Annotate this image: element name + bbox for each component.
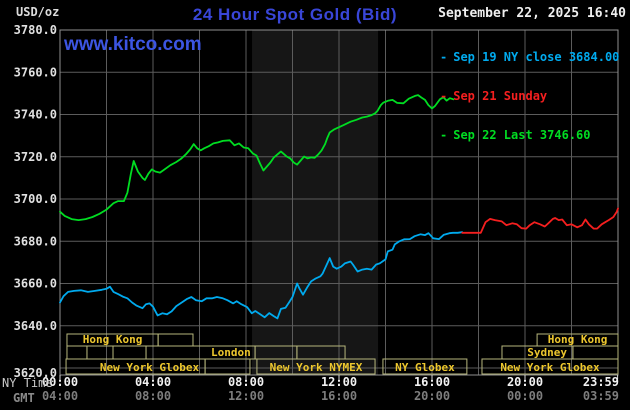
x-axis-label-gmt: 00:00 — [507, 389, 543, 403]
y-axis-label: 3640.0 — [14, 319, 57, 333]
x-axis-label-ny: 23:59 — [583, 375, 619, 389]
session-label: Sydney — [527, 346, 567, 359]
session-box — [86, 345, 114, 360]
y-axis-label: 3660.0 — [14, 277, 57, 291]
session-box — [481, 358, 619, 375]
x-axis-gmt-label: GMT — [13, 391, 35, 405]
legend: - Sep 19 NY close 3684.00 - Sep 21 Sunday … — [440, 25, 619, 168]
legend-label: Sep 22 Last 3746.60 — [453, 128, 591, 142]
series-line-sep-22-last — [59, 94, 455, 222]
session-box — [66, 345, 88, 360]
y-axis-label: 3720.0 — [14, 150, 57, 164]
legend-label: Sep 21 Sunday — [453, 89, 548, 103]
session-label: NY Globex — [395, 361, 455, 374]
datetime-label: September 22, 2025 16:40 — [438, 6, 626, 21]
x-axis-label-gmt: 12:00 — [228, 389, 264, 403]
nymex-session-band — [252, 30, 379, 375]
y-axis-label: 3760.0 — [14, 65, 57, 79]
x-axis-label-ny: 20:00 — [507, 375, 543, 389]
x-axis-label-ny: 12:00 — [321, 375, 357, 389]
session-label: London — [211, 346, 251, 359]
x-axis-label-ny: 00:00 — [42, 375, 78, 389]
y-axis-label: 3780.0 — [14, 23, 57, 37]
x-axis-label-gmt: 08:00 — [135, 389, 171, 403]
series-line-sep-19-ny-close — [59, 231, 464, 320]
y-axis-label: 3740.0 — [14, 108, 57, 122]
y-axis-label: 3680.0 — [14, 234, 57, 248]
legend-dash-icon: - — [440, 128, 448, 142]
series-line-sep-21-sunday — [461, 207, 619, 234]
x-axis-label-gmt: 20:00 — [414, 389, 450, 403]
x-axis-label-ny: 08:00 — [228, 375, 264, 389]
session-box — [112, 345, 147, 360]
session-box — [157, 333, 194, 347]
session-box — [204, 358, 251, 375]
session-box — [572, 345, 619, 360]
legend-label: Sep 19 NY close 3684.00 — [453, 50, 620, 64]
legend-item-sep21: - Sep 21 Sunday — [440, 90, 619, 103]
x-axis-label-ny: 04:00 — [135, 375, 171, 389]
session-label: New York Globex — [100, 361, 200, 374]
session-label: Hong Kong — [548, 333, 608, 346]
legend-dash-icon: - — [440, 50, 448, 64]
session-box — [256, 358, 376, 375]
y-axis-label: 3620.0 — [14, 366, 57, 380]
session-label: New York Globex — [500, 361, 600, 374]
x-axis-label-ny: 16:00 — [414, 375, 450, 389]
session-label: Hong Kong — [83, 333, 143, 346]
page-title: 24 Hour Spot Gold (Bid) — [192, 5, 398, 24]
kitco-watermark: www.kitco.com — [64, 34, 202, 55]
x-axis-ny-time-label: NY Time — [2, 376, 53, 390]
unit-label: USD/oz — [16, 5, 60, 19]
session-box — [382, 358, 468, 375]
x-axis-label-gmt: 03:59 — [583, 389, 619, 403]
session-label: New York NYMEX — [270, 361, 363, 374]
x-axis-label-gmt: 16:00 — [321, 389, 357, 403]
legend-item-sep19: - Sep 19 NY close 3684.00 — [440, 51, 619, 64]
legend-item-sep22: - Sep 22 Last 3746.60 — [440, 129, 619, 142]
legend-dash-icon: - — [440, 89, 448, 103]
y-axis-label: 3700.0 — [14, 192, 57, 206]
x-axis-label-gmt: 04:00 — [42, 389, 78, 403]
